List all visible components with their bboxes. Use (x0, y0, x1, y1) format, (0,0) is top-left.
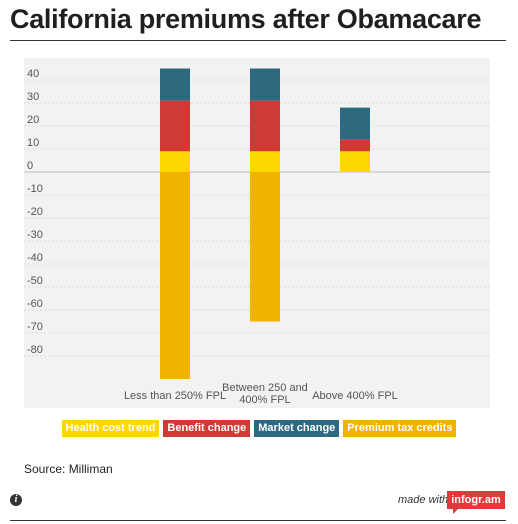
y-tick-label: -30 (27, 229, 43, 241)
y-tick-label: 40 (27, 68, 39, 80)
y-tick-label: -40 (27, 252, 43, 264)
legend-item: Premium tax credits (343, 420, 457, 437)
y-tick-label: -80 (27, 344, 43, 356)
bar-segment (340, 107, 370, 140)
x-tick-label: Above 400% FPL (312, 390, 398, 402)
made-with-label: made with (398, 494, 449, 506)
y-tick-label: -50 (27, 275, 43, 287)
x-tick-label: Between 250 and (222, 382, 308, 394)
infogram-logo[interactable]: infogr.am (447, 491, 505, 514)
chart-title: California premiums after Obamacare (10, 4, 482, 34)
bar-segment (250, 172, 280, 322)
footer-divider (10, 520, 506, 521)
legend-item: Market change (254, 420, 340, 437)
legend-item: Health cost trend (61, 420, 160, 437)
bar-segment (250, 68, 280, 101)
info-icon[interactable]: i (10, 494, 22, 506)
y-tick-label: 0 (27, 160, 33, 172)
bar-segment (160, 68, 190, 101)
y-tick-label: -20 (27, 206, 43, 218)
bar-segment (250, 151, 280, 172)
bar-segment (340, 151, 370, 172)
x-tick-label: Less than 250% FPL (124, 390, 226, 402)
bar-segment (160, 172, 190, 379)
y-tick-label: -70 (27, 321, 43, 333)
y-tick-label: 10 (27, 137, 39, 149)
bar-segment (160, 151, 190, 172)
legend: Health cost trend Benefit change Market ch… (0, 420, 518, 437)
bar-segment (160, 100, 190, 152)
bar-segment (250, 100, 280, 152)
title-divider (10, 40, 506, 41)
chart: 40 30 20 10 0 -10 -20 -30 -40 -50 -60 -70 -80 Less th… (24, 58, 490, 408)
bar-segment (340, 139, 370, 152)
y-tick-label: 20 (27, 114, 39, 126)
y-tick-label: -10 (27, 183, 43, 195)
x-tick-label: 400% FPL (239, 394, 290, 406)
y-tick-label: 30 (27, 91, 39, 103)
y-tick-label: -60 (27, 298, 43, 310)
legend-item: Benefit change (163, 420, 251, 437)
source-note: Source: Milliman (24, 462, 113, 476)
